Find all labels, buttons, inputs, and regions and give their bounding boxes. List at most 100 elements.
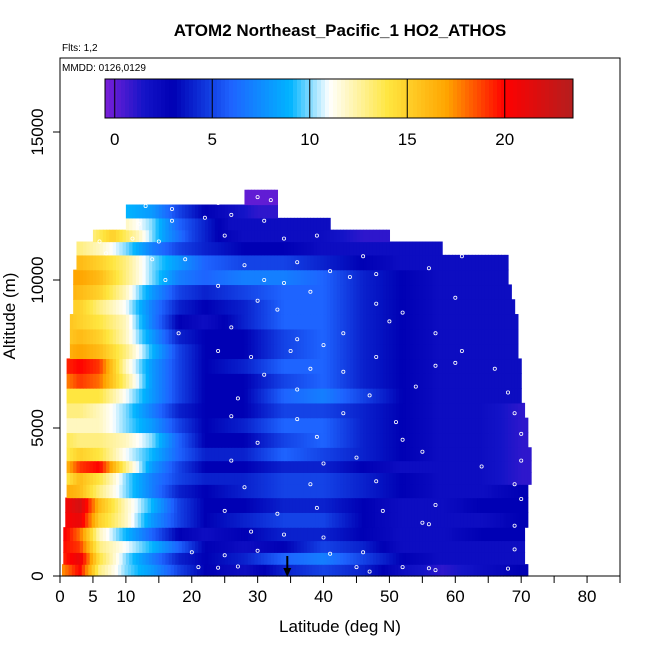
heatmap-cell bbox=[99, 540, 104, 553]
heatmap-cell bbox=[471, 358, 476, 374]
heatmap-cell bbox=[198, 217, 203, 231]
heatmap-cell bbox=[386, 358, 391, 374]
colorbar-segment bbox=[161, 79, 166, 118]
heatmap-cell bbox=[213, 497, 218, 513]
heatmap-cell bbox=[452, 388, 456, 404]
heatmap-cell bbox=[218, 204, 223, 219]
colorbar-segment bbox=[305, 79, 310, 118]
heatmap-cell bbox=[83, 432, 87, 448]
heatmap-cell bbox=[419, 254, 423, 271]
heatmap-cell bbox=[181, 284, 186, 300]
heatmap-cell bbox=[208, 229, 213, 243]
heatmap-cell bbox=[145, 328, 150, 345]
heatmap-cell bbox=[155, 388, 160, 404]
heatmap-cell bbox=[221, 460, 226, 473]
heatmap-cell bbox=[300, 432, 305, 448]
heatmap-cell bbox=[504, 417, 509, 434]
heatmap-cell bbox=[330, 241, 335, 256]
heatmap-cell bbox=[330, 432, 335, 448]
heatmap-cell bbox=[247, 217, 252, 231]
heatmap-cell bbox=[514, 417, 519, 434]
heatmap-cell bbox=[96, 241, 101, 256]
heatmap-cell bbox=[477, 512, 481, 528]
heatmap-cell bbox=[379, 484, 384, 499]
heatmap-cell bbox=[89, 241, 94, 256]
heatmap-cell bbox=[145, 388, 150, 404]
heatmap-cell bbox=[277, 460, 282, 473]
heatmap-cell bbox=[228, 343, 232, 360]
heatmap-cell bbox=[228, 552, 232, 565]
heatmap-cell bbox=[323, 402, 328, 419]
heatmap-cell bbox=[320, 447, 325, 462]
heatmap-cell bbox=[409, 417, 414, 434]
heatmap-cell bbox=[73, 552, 78, 565]
heatmap-cell bbox=[260, 373, 265, 389]
heatmap-cell bbox=[432, 269, 437, 286]
heatmap-cell bbox=[63, 540, 68, 553]
heatmap-cell bbox=[437, 564, 442, 577]
heatmap-cell bbox=[481, 447, 486, 462]
heatmap-cell bbox=[132, 241, 137, 256]
sample-marker bbox=[459, 254, 464, 259]
heatmap-cell bbox=[122, 299, 127, 315]
heatmap-cell bbox=[152, 241, 157, 256]
heatmap-cell bbox=[379, 328, 384, 345]
sample-marker bbox=[400, 437, 405, 442]
heatmap-cell bbox=[119, 343, 124, 360]
sample-marker bbox=[341, 331, 346, 336]
heatmap-cell bbox=[132, 460, 137, 473]
heatmap-cell bbox=[116, 460, 120, 473]
heatmap-cell bbox=[382, 328, 387, 345]
heatmap-cell bbox=[343, 484, 348, 499]
heatmap-cell bbox=[349, 241, 354, 256]
heatmap-cell bbox=[471, 484, 476, 499]
colorbar-segment bbox=[153, 79, 158, 118]
heatmap-cell bbox=[340, 241, 344, 256]
heatmap-cell bbox=[76, 299, 81, 315]
heatmap-cell bbox=[508, 402, 512, 419]
heatmap-cell bbox=[297, 314, 302, 330]
heatmap-cell bbox=[467, 564, 472, 577]
heatmap-cell bbox=[191, 204, 196, 219]
heatmap-cell bbox=[297, 460, 302, 473]
heatmap-cell bbox=[106, 358, 111, 374]
heatmap-cell bbox=[343, 417, 348, 434]
heatmap-cell bbox=[139, 484, 143, 499]
heatmap-cell bbox=[104, 564, 109, 577]
heatmap-cell bbox=[475, 472, 479, 485]
heatmap-cell bbox=[503, 564, 508, 577]
heatmap-cell bbox=[287, 229, 292, 243]
heatmap-cell bbox=[307, 527, 311, 542]
heatmap-cell bbox=[241, 447, 246, 462]
heatmap-cell bbox=[477, 497, 481, 513]
heatmap-cell bbox=[185, 299, 190, 315]
heatmap-cell bbox=[299, 497, 304, 513]
heatmap-cell bbox=[366, 229, 371, 243]
heatmap-cell bbox=[73, 358, 78, 374]
heatmap-cell bbox=[102, 472, 107, 485]
heatmap-cell bbox=[241, 217, 246, 231]
heatmap-cell bbox=[412, 552, 417, 565]
heatmap-cell bbox=[428, 552, 433, 565]
heatmap-cell bbox=[204, 402, 209, 419]
sample-marker bbox=[519, 496, 524, 501]
heatmap-cell bbox=[234, 204, 239, 219]
heatmap-cell bbox=[221, 484, 226, 499]
heatmap-cell bbox=[460, 564, 465, 577]
colorbar-segment bbox=[181, 79, 186, 118]
heatmap-cell bbox=[237, 388, 242, 404]
heatmap-cell bbox=[257, 527, 262, 542]
heatmap-cell bbox=[384, 512, 389, 528]
heatmap-cell bbox=[422, 472, 427, 485]
heatmap-cell bbox=[218, 254, 223, 271]
heatmap-cell bbox=[452, 460, 456, 473]
heatmap-cell bbox=[175, 484, 180, 499]
heatmap-cell bbox=[442, 358, 447, 374]
heatmap-cell bbox=[498, 388, 503, 404]
heatmap-cell bbox=[270, 189, 275, 206]
heatmap-cell bbox=[330, 328, 335, 345]
heatmap-cell bbox=[409, 254, 414, 271]
heatmap-cell bbox=[392, 540, 397, 553]
heatmap-cell bbox=[201, 204, 206, 219]
heatmap-cell bbox=[102, 447, 107, 462]
